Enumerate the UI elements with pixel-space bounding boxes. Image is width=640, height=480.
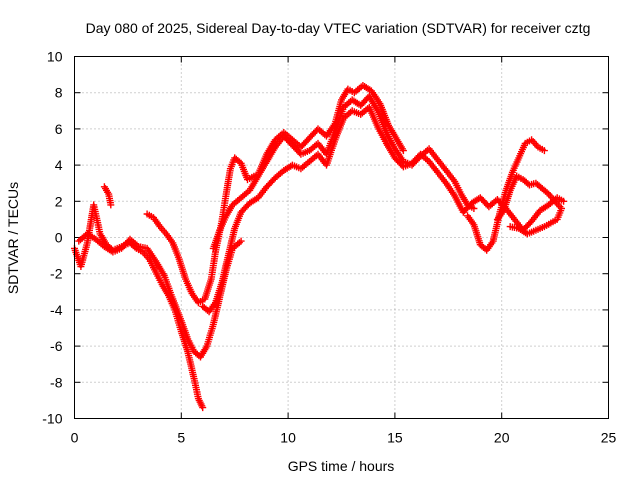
data-point [560, 197, 568, 205]
chart-title: Day 080 of 2025, Sidereal Day-to-day VTE… [86, 20, 591, 36]
series-satellite-track-5 [209, 92, 478, 252]
y-tick-label: -10 [42, 411, 62, 427]
y-tick-label: 4 [55, 157, 63, 173]
x-tick-label: 10 [280, 430, 296, 446]
y-tick-label: 10 [47, 49, 63, 65]
y-tick-label: -2 [50, 266, 63, 282]
y-tick-label: 6 [55, 121, 63, 137]
data-point [543, 189, 551, 197]
x-tick-label: 25 [601, 430, 617, 446]
x-tick-label: 5 [177, 430, 185, 446]
x-tick-label: 0 [71, 430, 79, 446]
data-point [399, 147, 407, 155]
data-point [540, 147, 548, 155]
x-tick-label: 15 [387, 430, 403, 446]
y-axis-title: SDTVAR / TECUs [5, 182, 21, 294]
y-tick-label: -4 [50, 302, 63, 318]
y-tick-label: 8 [55, 85, 63, 101]
x-axis-title: GPS time / hours [288, 458, 395, 474]
y-axis-tick-labels: -10 -8 -6 -4 -2 0 2 4 6 8 10 [42, 49, 62, 427]
series-satellite-track-4 [199, 103, 568, 316]
data-point [199, 404, 207, 412]
series-satellite-track-7 [493, 172, 565, 238]
data-point [107, 201, 115, 209]
grid [74, 56, 609, 419]
x-tick-label: 20 [494, 430, 510, 446]
data-point [237, 237, 245, 245]
data-point [506, 223, 514, 231]
series-satellite-track-8 [100, 183, 115, 209]
plot-frame [74, 56, 609, 419]
y-tick-label: 2 [55, 193, 63, 209]
data-point [470, 205, 478, 212]
series-satellite-track-3 [143, 82, 407, 307]
y-tick-label: -8 [50, 374, 63, 390]
y-tick-label: 0 [55, 230, 63, 246]
data-points [71, 82, 568, 412]
y-tick-label: -6 [50, 338, 63, 354]
x-axis-tick-labels: 0 5 10 15 20 25 [71, 430, 617, 446]
